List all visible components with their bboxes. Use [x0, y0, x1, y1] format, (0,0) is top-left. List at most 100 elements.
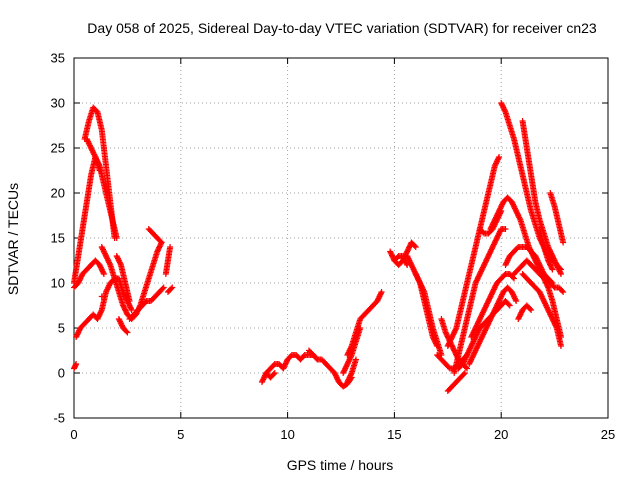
- data-point: [452, 326, 459, 333]
- data-point: [411, 242, 418, 249]
- data-point: [498, 208, 505, 214]
- data-point: [357, 325, 364, 331]
- data-point: [506, 302, 513, 309]
- tick-labels: 0 5 10 15 20 25 -5 0 5 10 15 20 25 30 35: [51, 51, 616, 443]
- x-tick-label-2: 10: [280, 427, 294, 442]
- data-point: [73, 361, 80, 367]
- series-arc-8: [115, 316, 131, 336]
- data-point: [558, 343, 565, 349]
- series-arc-4: [71, 257, 107, 291]
- series-arc-19: [340, 325, 364, 376]
- series-arc-13: [71, 361, 80, 372]
- series-arc-16: [263, 370, 278, 381]
- series-arc-20: [344, 356, 359, 385]
- x-tick-label-3: 15: [387, 427, 401, 442]
- series-arc-42: [515, 302, 535, 322]
- series-arc-2: [81, 104, 118, 241]
- data-point: [100, 269, 107, 276]
- series-arc-3: [83, 136, 103, 174]
- y-tick-label-4: 15: [51, 231, 65, 246]
- data-point: [502, 226, 509, 232]
- x-tick-label-4: 20: [494, 427, 508, 442]
- data-point: [516, 215, 523, 222]
- data-point: [157, 238, 164, 245]
- data-point: [98, 308, 105, 315]
- data-point: [549, 280, 556, 286]
- data-point: [128, 307, 135, 313]
- data-point: [461, 370, 468, 376]
- data-point: [128, 305, 135, 312]
- series-arc-31: [468, 271, 518, 340]
- grid-lines: [74, 58, 608, 418]
- data-point: [167, 244, 174, 250]
- x-tick-label-5: 25: [601, 427, 615, 442]
- series-arc-35: [476, 208, 505, 237]
- data-point: [548, 265, 555, 272]
- data-point: [495, 155, 502, 162]
- data-point: [123, 328, 130, 335]
- data-point: [560, 289, 567, 295]
- y-tick-label-7: 30: [51, 96, 65, 111]
- data-point: [352, 356, 359, 363]
- series-arc-14: [98, 293, 105, 300]
- data-point: [512, 296, 519, 303]
- data-point: [169, 284, 176, 291]
- data-point: [412, 244, 419, 250]
- series-arc-29: [451, 226, 509, 376]
- data-point: [496, 154, 503, 160]
- y-axis-label: SDTVAR / TECUs: [5, 183, 21, 295]
- data-point: [377, 290, 384, 297]
- chart-title: Day 058 of 2025, Sidereal Day-to-day VTE…: [87, 20, 597, 36]
- series-arc-32: [466, 284, 520, 367]
- data-point: [460, 371, 467, 378]
- data-point: [497, 209, 504, 216]
- data-point: [464, 365, 471, 372]
- series-arc-10: [145, 226, 165, 246]
- data-point: [528, 307, 535, 313]
- data-point: [549, 266, 556, 273]
- data-point: [544, 283, 551, 290]
- data-point: [501, 107, 508, 114]
- data-point: [100, 271, 107, 277]
- series-arc-38: [519, 271, 565, 349]
- data-point: [560, 239, 567, 246]
- data-point: [91, 152, 98, 159]
- series-arc-7: [113, 253, 133, 304]
- y-tick-label-2: 5: [58, 321, 65, 336]
- y-tick-label-5: 20: [51, 186, 65, 201]
- x-tick-label-1: 5: [177, 427, 184, 442]
- series-arc-9: [126, 284, 167, 322]
- data-point: [270, 371, 277, 378]
- data-point: [548, 278, 555, 285]
- data-point: [420, 287, 427, 294]
- data-point: [96, 167, 103, 174]
- data-point: [124, 329, 131, 336]
- data-point: [159, 285, 166, 292]
- data-point: [505, 301, 512, 308]
- series-arc-41: [536, 226, 556, 273]
- data-point: [513, 298, 520, 304]
- data-point: [271, 370, 278, 376]
- series-arc-40: [547, 190, 567, 246]
- data-point: [111, 235, 118, 241]
- y-tick-label-8: 35: [51, 51, 65, 66]
- data-point: [158, 239, 165, 246]
- y-tick-label-6: 25: [51, 141, 65, 156]
- axes: [73, 57, 609, 419]
- data-point: [378, 289, 385, 295]
- series-arc-17: [305, 347, 321, 363]
- data-point: [168, 285, 175, 292]
- series-arc-24: [412, 271, 445, 358]
- data-point: [98, 293, 105, 300]
- data-point: [559, 287, 566, 294]
- y-tick-label-3: 10: [51, 276, 65, 291]
- y-tick-label-0: -5: [53, 411, 65, 426]
- data-point: [558, 271, 565, 277]
- data-series: [71, 100, 567, 394]
- data-point: [348, 371, 355, 378]
- data-point: [106, 260, 113, 267]
- data-point: [553, 323, 560, 330]
- data-point: [509, 274, 516, 281]
